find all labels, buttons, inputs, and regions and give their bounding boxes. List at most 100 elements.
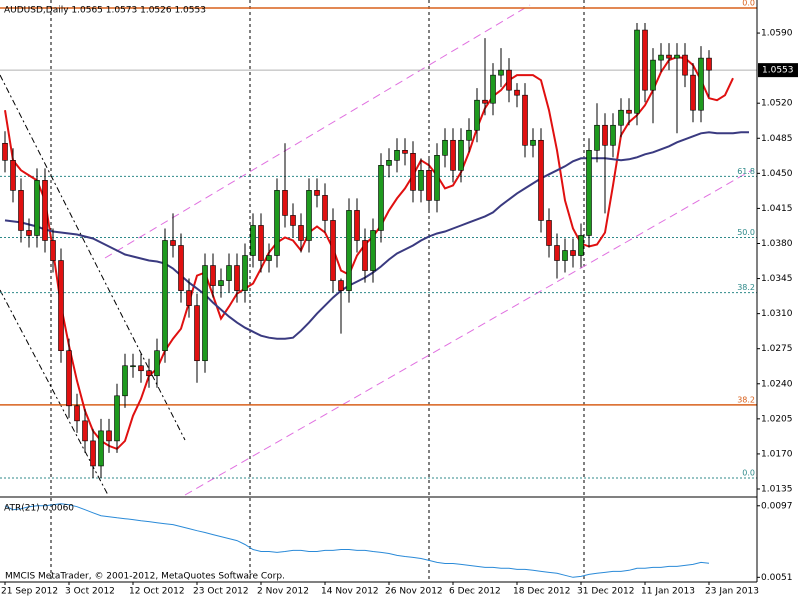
candle-body — [234, 265, 240, 291]
candle-body — [258, 225, 264, 261]
indicator-title: ATR(21) 0.0060 — [4, 504, 74, 514]
candle-body — [474, 99, 480, 131]
x-tick-label: 11 Jan 2013 — [641, 587, 695, 597]
candle-body — [274, 190, 280, 256]
candle-body — [562, 250, 568, 261]
x-tick-label: 18 Dec 2012 — [513, 587, 571, 597]
candle-body — [122, 365, 128, 397]
y-tick-label: 1.0520 — [761, 99, 793, 109]
candle-body — [426, 170, 432, 201]
last-price-label: 1.0553 — [762, 66, 794, 76]
candle-body — [682, 54, 688, 76]
candle-body — [178, 245, 184, 291]
x-tick-label: 26 Nov 2012 — [385, 587, 443, 597]
x-tick-label: 23 Jan 2013 — [705, 587, 759, 597]
x-tick-label: 23 Oct 2012 — [193, 587, 249, 597]
footer: MMCIS MetaTrader, © 2001-2012, MetaQuote… — [5, 572, 285, 582]
candle-body — [98, 430, 104, 467]
fib-level-label: 0.0 — [742, 468, 755, 477]
indicator-line — [4, 56, 734, 451]
x-tick-label: 2 Nov 2012 — [257, 587, 309, 597]
x-tick-label: 31 Dec 2012 — [577, 587, 635, 597]
y-tick-label: 1.0485 — [761, 134, 793, 144]
candle-body — [82, 420, 88, 442]
candle-body — [570, 250, 576, 256]
y-tick-label: 1.0380 — [761, 239, 793, 249]
candle-body — [506, 69, 512, 91]
y-tick-label: 1.0170 — [761, 449, 793, 459]
y-tick-label: 0.0097 — [761, 501, 793, 511]
candle-body — [10, 160, 16, 191]
y-tick-label: 1.0310 — [761, 309, 793, 319]
fib-level-label: 38.2 — [737, 395, 755, 404]
plot — [0, 7, 757, 578]
candle-body — [434, 155, 440, 201]
candle-body — [530, 139, 536, 146]
x-tick-label: 12 Oct 2012 — [129, 587, 185, 597]
x-tick-label: 6 Dec 2012 — [449, 587, 501, 597]
candle-body — [626, 109, 632, 114]
candle-body — [594, 124, 600, 151]
candle-body — [298, 225, 304, 241]
candle-body — [642, 29, 648, 91]
candle-body — [170, 240, 176, 246]
candle-body — [498, 69, 504, 76]
channel-line — [104, 4, 531, 259]
x-tick-label: 21 Sep 2012 — [1, 587, 58, 597]
candle-body — [250, 225, 256, 256]
fib-level-label: 50.0 — [737, 228, 755, 237]
candle-body — [698, 57, 704, 111]
channel-line — [184, 169, 753, 496]
trend-line — [0, 289, 109, 496]
trend-line — [0, 74, 186, 441]
candle-body — [162, 240, 168, 352]
y-tick-label: 1.0205 — [761, 414, 793, 424]
candle-body — [450, 139, 456, 171]
candle-body — [218, 280, 224, 286]
candle-body — [90, 440, 96, 467]
decorations — [0, 0, 753, 582]
candle-body — [74, 405, 80, 422]
candle-body — [306, 190, 312, 241]
candle-body — [386, 160, 392, 166]
candle-body — [66, 350, 72, 407]
candle-body — [290, 215, 296, 226]
candle-body — [370, 230, 376, 271]
fib-level-label: 38.2 — [737, 283, 755, 292]
chart-title: AUDUSD,Daily 1.0565 1.0573 1.0526 1.0553 — [4, 6, 206, 16]
candle-body — [586, 150, 592, 236]
candle-body — [634, 29, 640, 114]
candle-body — [442, 139, 448, 156]
candle-body — [58, 260, 64, 352]
candle-body — [314, 190, 320, 196]
indicator-line — [4, 503, 710, 578]
candle-body — [706, 57, 712, 71]
candle-body — [114, 395, 120, 442]
candle-body — [610, 124, 616, 146]
candle-body — [242, 255, 248, 291]
candle-body — [202, 265, 208, 362]
candle-body — [658, 54, 664, 61]
candle-body — [106, 430, 112, 442]
last-price-box — [758, 63, 798, 78]
candle-body — [210, 265, 216, 286]
candle-body — [34, 180, 40, 236]
candle-body — [18, 190, 24, 231]
candle-body — [666, 54, 672, 59]
candle-body — [514, 89, 520, 96]
candle-body — [146, 370, 152, 377]
candle-body — [618, 109, 624, 126]
fib-level-label: 61.8 — [737, 167, 755, 176]
candle-body — [42, 180, 48, 241]
candle-body — [578, 235, 584, 256]
candle-body — [322, 195, 328, 221]
y-tick-label: 1.0275 — [761, 344, 793, 354]
candle-body — [418, 170, 424, 191]
candle-body — [602, 124, 608, 146]
candle-body — [402, 150, 408, 154]
y-tick-label: 1.0345 — [761, 274, 793, 284]
candle-body — [538, 139, 544, 221]
candle-body — [266, 255, 272, 261]
